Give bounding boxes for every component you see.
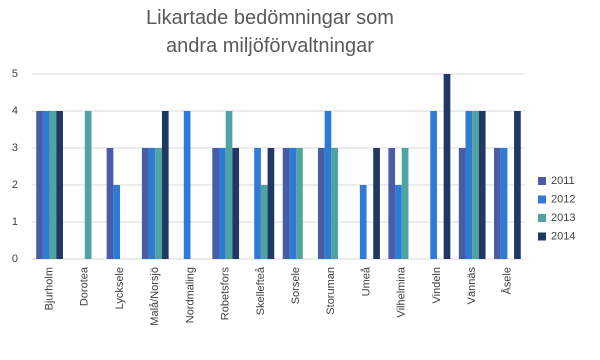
bar: [359, 185, 367, 259]
x-tick-label: Dorotea: [79, 266, 91, 306]
x-tick-label: Robetsfors: [220, 267, 232, 321]
x-tick-label: Bjurholm: [44, 267, 56, 310]
x-tick-label: Storuman: [325, 267, 337, 315]
bar: [324, 111, 332, 259]
bar: [388, 148, 396, 259]
bar: [106, 148, 114, 259]
bar: [331, 148, 339, 259]
bar: [225, 111, 233, 259]
y-tick-label: 0: [12, 253, 18, 265]
bar: [161, 111, 169, 259]
legend-swatch: [538, 214, 546, 222]
bar: [212, 148, 219, 259]
x-tick-label: Skellefteå: [255, 266, 267, 315]
legend-swatch: [538, 232, 546, 241]
bar: [296, 148, 303, 259]
bar: [458, 148, 466, 259]
bar: [373, 148, 380, 259]
legend-label: 2014: [551, 230, 575, 242]
x-tick-label: Malå/Norsjö: [149, 267, 161, 326]
bar: [49, 111, 57, 259]
bar: [260, 185, 268, 259]
bar: [472, 111, 479, 259]
bar: [267, 148, 275, 259]
y-tick-label: 1: [12, 216, 18, 228]
bar: [478, 111, 486, 259]
bar: [141, 148, 149, 259]
bar: [148, 148, 156, 259]
bar: [395, 185, 402, 259]
bar: [36, 111, 43, 259]
bar: [42, 111, 50, 259]
bar: [218, 148, 226, 259]
bar: [317, 148, 325, 259]
bar: [443, 74, 451, 259]
bar: [113, 185, 121, 259]
legend-label: 2011: [551, 175, 575, 187]
bar: [232, 148, 240, 259]
bar: [56, 111, 63, 259]
x-tick-label: Nordmaling: [184, 267, 196, 323]
bar: [430, 111, 437, 259]
x-tick-label: Vilhelmina: [396, 266, 408, 317]
bar: [289, 148, 297, 259]
bar: [183, 111, 191, 259]
y-tick-label: 4: [12, 105, 18, 117]
legend-label: 2013: [551, 212, 575, 224]
y-tick-label: 5: [12, 68, 18, 80]
y-tick-label: 2: [12, 179, 18, 191]
bar: [282, 148, 290, 259]
x-tick-label: Lycksele: [114, 267, 126, 309]
bar: [500, 148, 508, 259]
bar: [494, 148, 501, 259]
chart-title: Likartade bedömningar som andra miljöför…: [146, 7, 394, 57]
x-tick-label: Vindeln: [431, 267, 443, 304]
legend-swatch: [538, 195, 546, 204]
x-tick-label: Åsele: [500, 267, 513, 295]
x-tick-label: Umeå: [360, 266, 372, 296]
bar: [155, 148, 162, 259]
bar: [514, 111, 521, 259]
bar: [465, 111, 473, 259]
x-tick-label: Vännäs: [466, 267, 478, 305]
bar: [254, 148, 261, 259]
bar: [84, 111, 92, 259]
y-tick-label: 3: [12, 142, 18, 154]
legend-label: 2012: [551, 193, 575, 205]
x-tick-label: Sorsele: [290, 267, 302, 304]
legend-swatch: [538, 177, 546, 185]
bar: [401, 148, 409, 259]
